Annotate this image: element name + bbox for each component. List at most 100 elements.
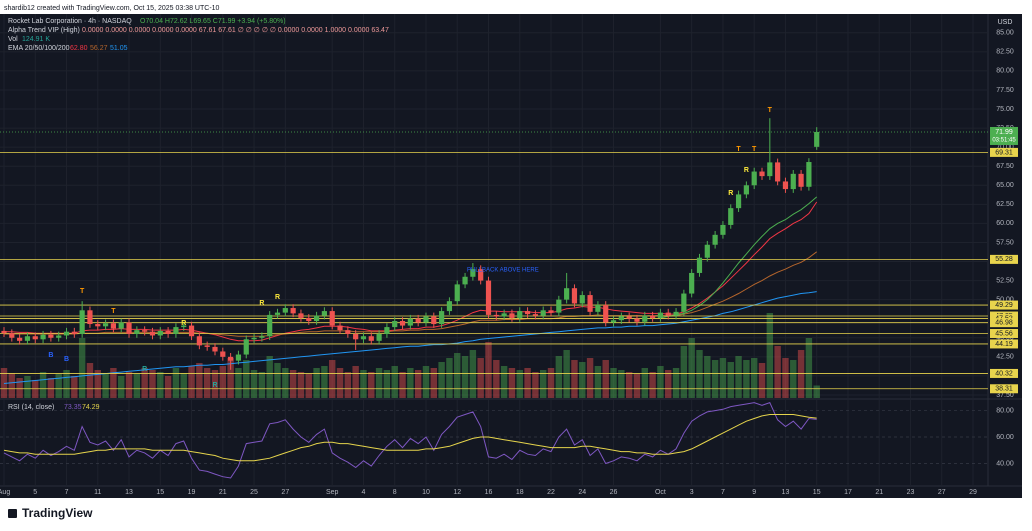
volume-bar xyxy=(102,373,109,398)
rsi-line xyxy=(3,414,817,462)
candle-body xyxy=(728,208,734,225)
volume-bar xyxy=(297,372,305,398)
candle-body xyxy=(204,345,210,347)
candle-body xyxy=(118,322,124,329)
candle-body xyxy=(282,308,288,313)
volume-bar xyxy=(500,366,508,398)
y-tick-label: 82.50 xyxy=(996,49,1014,56)
candle-body xyxy=(806,162,812,187)
candle-body xyxy=(782,181,789,190)
candle-body xyxy=(634,318,640,322)
volume-bar xyxy=(805,338,813,398)
candle-body xyxy=(814,131,820,147)
volume-bar xyxy=(118,376,125,398)
x-tick-label: 12 xyxy=(453,489,461,496)
volume-bar xyxy=(454,353,461,398)
candle-body xyxy=(478,269,484,281)
candle-body xyxy=(212,346,218,352)
legend-ema-value: 62.80 xyxy=(70,45,88,52)
indicator-line xyxy=(660,196,818,319)
volume-bar xyxy=(399,372,406,398)
candle-body xyxy=(720,224,726,235)
candle-body xyxy=(32,336,38,340)
candle-body xyxy=(751,171,757,186)
volume-bar xyxy=(8,373,16,398)
volume-bar xyxy=(329,360,336,398)
volume-bar xyxy=(219,366,227,398)
candle-body xyxy=(345,330,351,334)
candle-body xyxy=(1,330,7,334)
volume-bar xyxy=(665,370,672,398)
volume-bar xyxy=(188,366,195,398)
candle-body xyxy=(110,323,117,329)
y-tick-label: 65.00 xyxy=(996,182,1014,189)
y-tick-label: 52.50 xyxy=(996,277,1014,284)
signal-label: B xyxy=(48,352,53,359)
y-tick-label: 42.50 xyxy=(996,354,1014,361)
candle-body xyxy=(587,295,593,312)
signal-label: R xyxy=(259,300,264,307)
volume-bar xyxy=(563,350,570,398)
level-label-box xyxy=(990,339,1018,349)
volume-bar xyxy=(618,370,625,398)
y-tick-label: 60.00 xyxy=(996,434,1014,441)
candle-body xyxy=(196,336,202,346)
candle-body xyxy=(673,311,679,316)
volume-bar xyxy=(672,368,680,398)
y-tick-label: 50.00 xyxy=(996,296,1014,303)
volume-bar xyxy=(86,363,94,398)
volume-bar xyxy=(696,350,703,398)
candle-body xyxy=(235,354,242,361)
volume-bar xyxy=(758,363,766,398)
candle-body xyxy=(540,310,546,316)
volume-bar xyxy=(157,372,164,398)
candle-body xyxy=(306,317,312,321)
volume-bar xyxy=(813,385,820,398)
candle-body xyxy=(493,314,499,317)
volume-bar xyxy=(407,368,414,398)
candle-body xyxy=(485,280,492,315)
x-tick-label: Aug xyxy=(0,489,10,496)
level-label: 40.32 xyxy=(995,370,1013,377)
countdown: 03:51:45 xyxy=(992,138,1016,144)
candle-body xyxy=(642,315,648,322)
volume-bar xyxy=(39,372,47,398)
level-label: 46.98 xyxy=(995,320,1013,327)
volume-bar xyxy=(55,374,62,398)
legend-volume-value: 124.91 K xyxy=(22,36,50,43)
candle-body xyxy=(446,301,453,312)
candle-body xyxy=(188,325,195,337)
x-tick-label: 7 xyxy=(65,489,69,496)
signal-label: B xyxy=(64,356,69,363)
x-tick-label: 27 xyxy=(938,489,946,496)
volume-bar xyxy=(250,370,258,398)
candle-body xyxy=(40,334,46,340)
volume-bar xyxy=(657,366,664,398)
volume-bar xyxy=(125,372,133,398)
footer: TradingView xyxy=(22,506,93,520)
volume-bar xyxy=(719,358,727,398)
volume-bar xyxy=(704,356,711,398)
x-tick-label: 21 xyxy=(219,489,227,496)
volume-bar xyxy=(735,356,742,398)
volume-bar xyxy=(524,368,531,398)
x-tick-label: 22 xyxy=(547,489,555,496)
volume-bar xyxy=(352,366,359,398)
candle-body xyxy=(298,313,304,318)
candle-body xyxy=(313,315,320,321)
candle-body xyxy=(251,337,257,340)
candle-body xyxy=(165,330,171,334)
candle-body xyxy=(24,336,31,341)
candle-body xyxy=(650,315,656,318)
candle-body xyxy=(157,330,163,336)
volume-bar xyxy=(516,370,523,398)
y-tick-label: 80.00 xyxy=(996,407,1014,414)
candle-body xyxy=(657,312,664,318)
y-tick-label: 80.00 xyxy=(996,68,1014,75)
x-tick-label: 25 xyxy=(250,489,258,496)
level-label-box xyxy=(990,300,1018,310)
x-tick-label: 29 xyxy=(969,489,977,496)
volume-bar xyxy=(477,358,484,398)
candle-body xyxy=(439,311,445,325)
candle-body xyxy=(610,320,617,323)
